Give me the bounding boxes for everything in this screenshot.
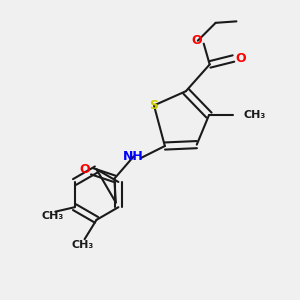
- Text: CH₃: CH₃: [243, 110, 266, 120]
- Text: O: O: [191, 34, 202, 47]
- Text: CH₃: CH₃: [41, 211, 64, 221]
- Text: O: O: [236, 52, 246, 65]
- Text: O: O: [79, 163, 90, 176]
- Text: NH: NH: [123, 150, 144, 163]
- Text: S: S: [149, 99, 158, 112]
- Text: CH₃: CH₃: [72, 239, 94, 250]
